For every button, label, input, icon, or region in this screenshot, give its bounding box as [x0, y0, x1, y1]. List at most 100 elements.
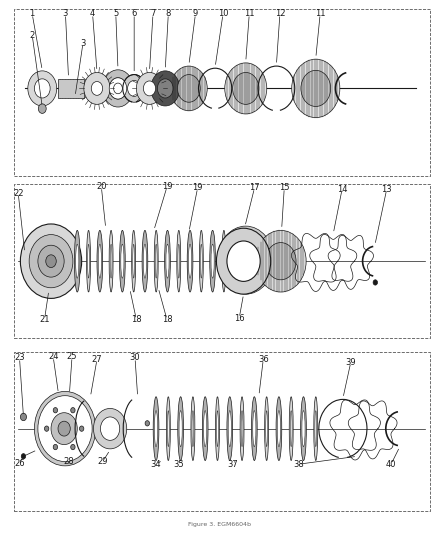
- Text: 18: 18: [131, 315, 141, 324]
- Ellipse shape: [110, 244, 112, 278]
- Ellipse shape: [240, 397, 244, 461]
- Circle shape: [44, 426, 49, 431]
- Circle shape: [93, 408, 127, 449]
- Circle shape: [58, 421, 70, 436]
- Ellipse shape: [277, 410, 280, 447]
- Circle shape: [372, 280, 377, 285]
- Circle shape: [224, 63, 266, 114]
- Ellipse shape: [119, 230, 125, 292]
- Circle shape: [21, 249, 28, 257]
- Ellipse shape: [167, 410, 169, 447]
- Text: 9: 9: [192, 10, 198, 19]
- Text: 16: 16: [233, 313, 244, 322]
- Text: 12: 12: [274, 10, 285, 19]
- Ellipse shape: [314, 410, 316, 447]
- Circle shape: [34, 391, 95, 466]
- Text: 30: 30: [130, 353, 140, 362]
- Ellipse shape: [179, 410, 182, 447]
- Circle shape: [46, 255, 56, 268]
- Ellipse shape: [199, 230, 203, 292]
- Circle shape: [28, 71, 57, 106]
- Circle shape: [34, 79, 50, 98]
- Circle shape: [127, 80, 141, 96]
- Circle shape: [226, 241, 260, 281]
- Ellipse shape: [75, 244, 79, 278]
- Ellipse shape: [131, 230, 135, 292]
- Ellipse shape: [191, 397, 194, 461]
- Ellipse shape: [98, 244, 101, 278]
- Ellipse shape: [240, 410, 242, 447]
- Circle shape: [232, 72, 258, 104]
- Text: 3: 3: [80, 39, 85, 48]
- Ellipse shape: [164, 230, 170, 292]
- Circle shape: [109, 78, 127, 99]
- Circle shape: [51, 413, 77, 445]
- Ellipse shape: [313, 397, 317, 461]
- Ellipse shape: [74, 230, 80, 292]
- Text: 13: 13: [381, 185, 391, 194]
- Ellipse shape: [191, 410, 193, 447]
- Text: 7: 7: [150, 10, 155, 19]
- Ellipse shape: [289, 397, 293, 461]
- Circle shape: [300, 70, 330, 107]
- Ellipse shape: [223, 244, 224, 278]
- Text: 28: 28: [63, 457, 74, 466]
- Circle shape: [113, 83, 122, 94]
- Ellipse shape: [265, 410, 267, 447]
- Text: 18: 18: [161, 315, 172, 324]
- Circle shape: [20, 413, 26, 421]
- Circle shape: [53, 445, 57, 450]
- Ellipse shape: [300, 397, 306, 461]
- Circle shape: [84, 72, 110, 104]
- Ellipse shape: [155, 244, 157, 278]
- Circle shape: [20, 224, 81, 298]
- Circle shape: [136, 72, 162, 104]
- Circle shape: [109, 78, 127, 99]
- Ellipse shape: [251, 397, 257, 461]
- Text: 5: 5: [113, 10, 118, 19]
- Ellipse shape: [97, 230, 102, 292]
- Circle shape: [123, 75, 145, 102]
- Circle shape: [71, 445, 75, 450]
- Ellipse shape: [215, 397, 219, 461]
- Circle shape: [177, 75, 200, 102]
- Text: 10: 10: [217, 10, 228, 19]
- Ellipse shape: [221, 230, 225, 292]
- Text: 11: 11: [244, 10, 254, 19]
- Ellipse shape: [211, 244, 214, 278]
- Text: 11: 11: [314, 10, 325, 19]
- Ellipse shape: [109, 230, 113, 292]
- Circle shape: [79, 426, 84, 431]
- Text: Figure 3. EGM6604b: Figure 3. EGM6604b: [187, 522, 251, 527]
- Circle shape: [217, 226, 273, 294]
- Ellipse shape: [142, 230, 148, 292]
- Circle shape: [255, 230, 305, 292]
- Text: 36: 36: [257, 355, 268, 364]
- Circle shape: [71, 408, 75, 413]
- Text: 39: 39: [345, 358, 355, 367]
- Text: 21: 21: [39, 315, 49, 324]
- Ellipse shape: [120, 244, 124, 278]
- Text: 2: 2: [29, 31, 35, 40]
- Circle shape: [21, 454, 25, 459]
- Text: 23: 23: [14, 353, 25, 362]
- Ellipse shape: [188, 244, 191, 278]
- Text: 29: 29: [97, 457, 108, 466]
- Ellipse shape: [177, 230, 180, 292]
- Circle shape: [102, 70, 133, 107]
- Ellipse shape: [209, 230, 215, 292]
- Ellipse shape: [166, 397, 170, 461]
- Text: 38: 38: [292, 460, 303, 469]
- Text: 19: 19: [161, 182, 172, 191]
- Ellipse shape: [177, 244, 179, 278]
- Circle shape: [157, 79, 173, 98]
- Circle shape: [38, 104, 46, 114]
- Ellipse shape: [301, 410, 304, 447]
- Polygon shape: [57, 79, 84, 98]
- Circle shape: [38, 395, 92, 462]
- Circle shape: [265, 243, 295, 280]
- Circle shape: [35, 394, 92, 463]
- Ellipse shape: [264, 397, 268, 461]
- Text: 26: 26: [14, 459, 25, 467]
- Ellipse shape: [153, 397, 159, 461]
